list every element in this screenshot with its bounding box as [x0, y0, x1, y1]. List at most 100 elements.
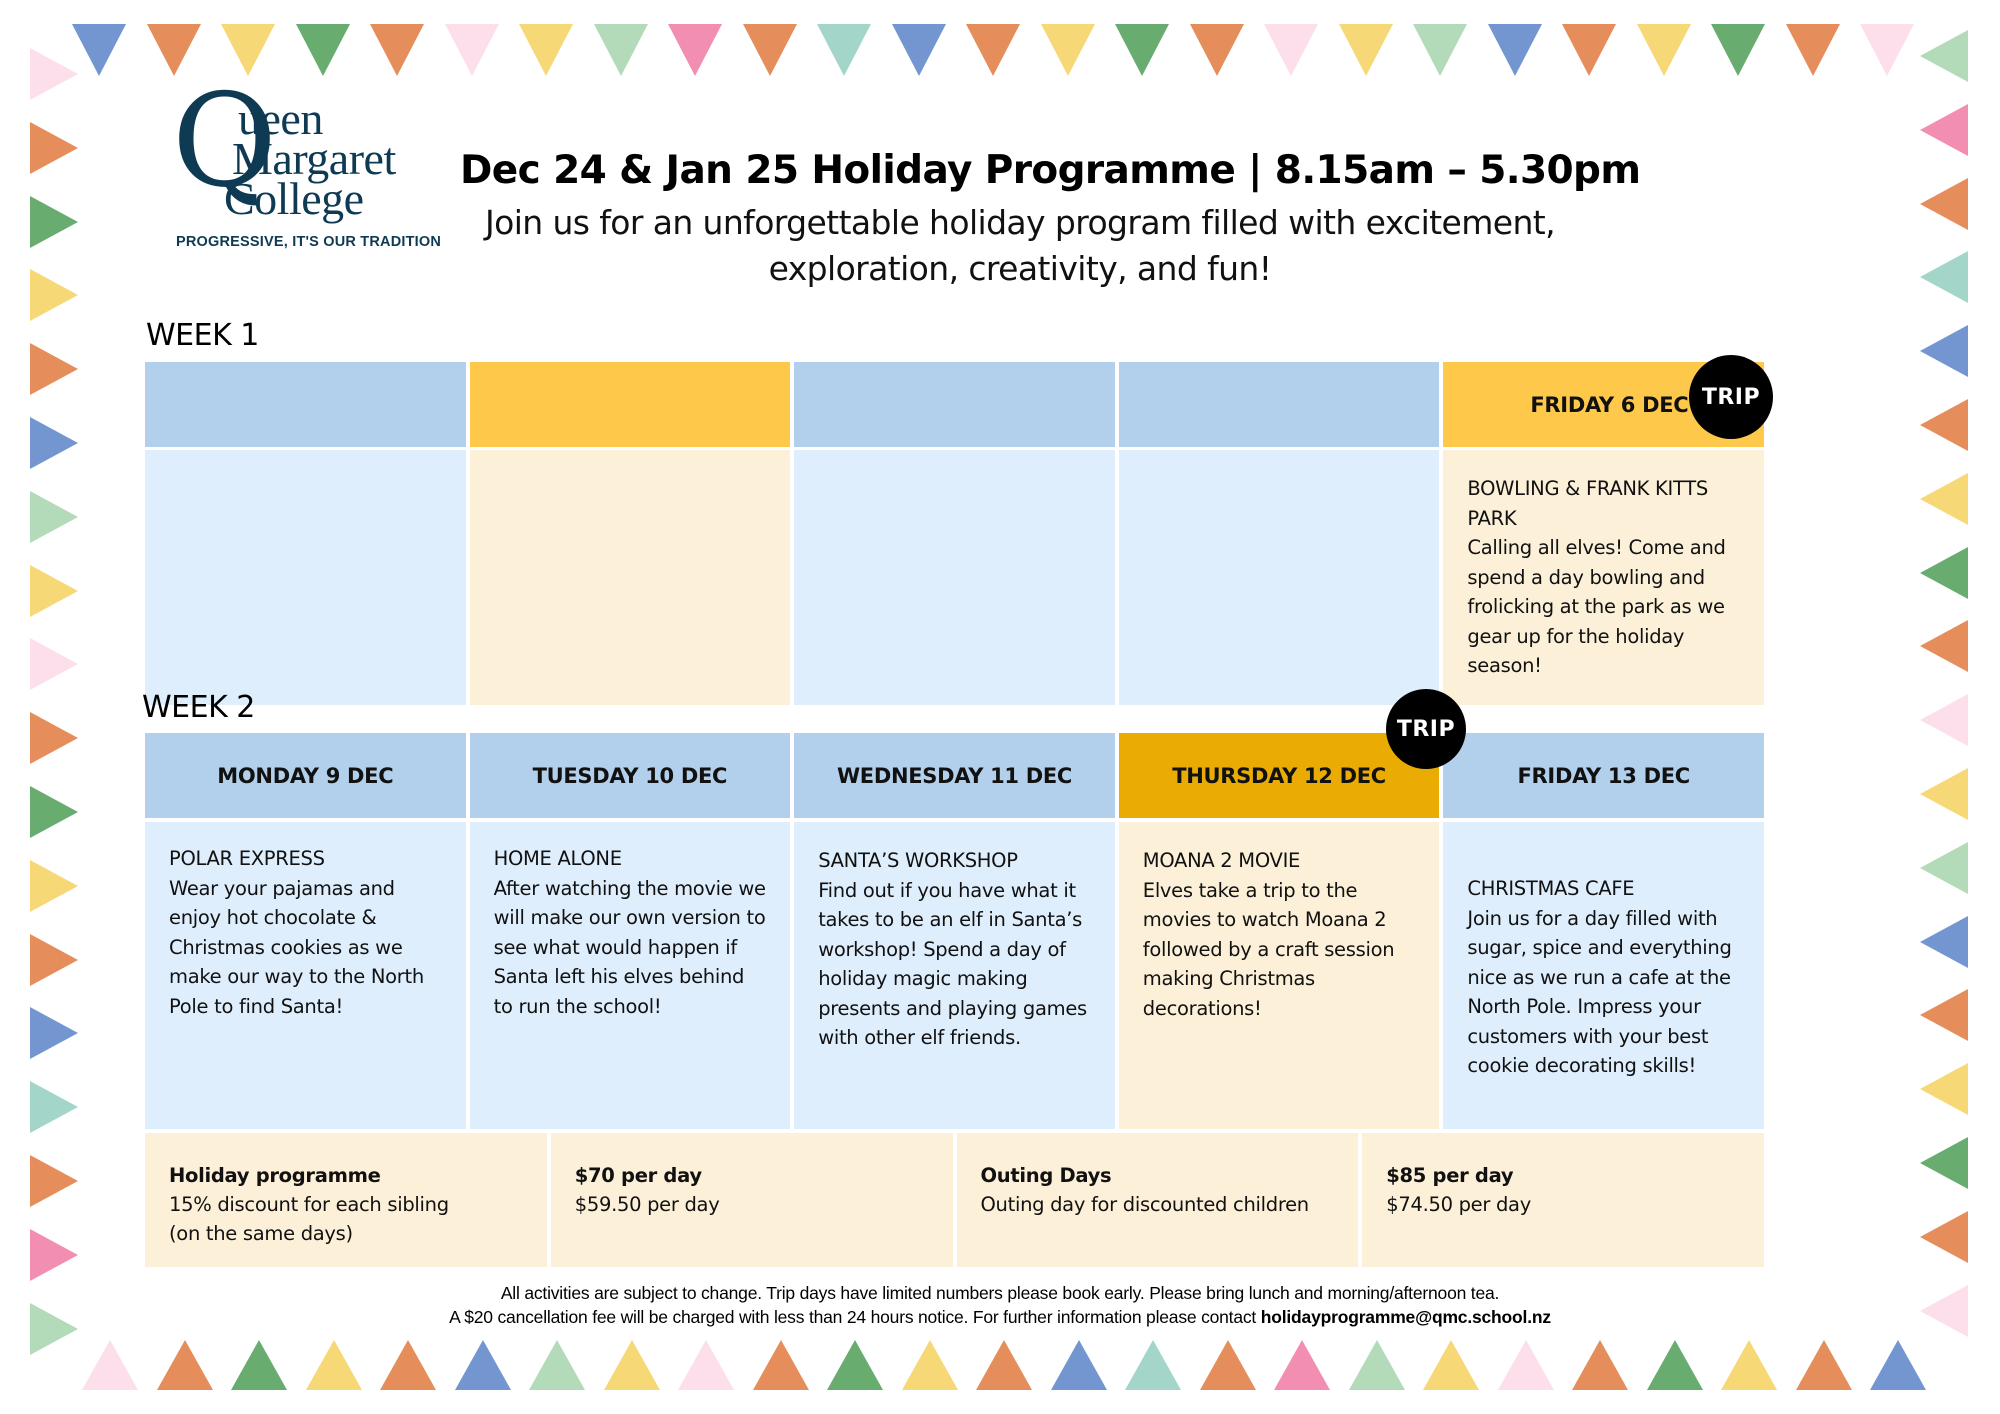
- week1-day2-header: [469, 362, 791, 447]
- bunting-flag-icon: [1413, 24, 1467, 76]
- bunting-flag-icon: [30, 933, 78, 986]
- bunting-flag-icon: [30, 1228, 78, 1281]
- contact-email-link[interactable]: holidayprogramme@qmc.school.nz: [1260, 1307, 1551, 1327]
- bunting-flag-icon: [1785, 24, 1840, 76]
- week2-label: WEEK 2: [142, 690, 255, 725]
- bunting-flag-icon: [30, 343, 78, 396]
- monday-body: POLAR EXPRESS Wear your pajamas and enjo…: [145, 822, 466, 1129]
- activity-title: SANTA’S WORKSHOP: [818, 849, 1018, 872]
- bunting-flag-icon: [1920, 103, 1968, 156]
- bunting-flag-icon: [668, 24, 722, 76]
- bunting-flag-icon: [295, 24, 350, 76]
- tuesday-header: TUESDAY 10 DEC: [469, 733, 791, 818]
- bunting-flag-icon: [891, 24, 946, 76]
- logo-word-queen: ueen: [238, 93, 323, 144]
- bunting-flag-icon: [30, 712, 78, 765]
- bunting-flag-icon: [1487, 24, 1542, 76]
- pricing-detail: (on the same days): [169, 1222, 353, 1245]
- activity-description: Find out if you have what it takes to be…: [818, 878, 1087, 1050]
- bunting-flag-icon: [221, 24, 275, 76]
- tuesday-body: HOME ALONE After watching the movie we w…: [469, 822, 791, 1129]
- week1-day3-body: [794, 450, 1115, 705]
- bunting-flag-icon: [1199, 1340, 1256, 1390]
- activity-description: Calling all elves! Come and spend a day …: [1467, 536, 1726, 677]
- bunting-flag-icon: [30, 564, 78, 617]
- bunting-flag-icon: [1920, 694, 1968, 747]
- bunting-flag-icon: [1920, 177, 1968, 230]
- week1-day4-header: [1118, 362, 1440, 447]
- friday-header: FRIDAY 13 DEC: [1443, 733, 1764, 818]
- week2-body-grid: POLAR EXPRESS Wear your pajamas and enjo…: [145, 822, 1764, 1129]
- week1-day1-body: [145, 450, 466, 705]
- activity-description: Wear your pajamas and enjoy hot chocolat…: [169, 876, 424, 1018]
- logo-word-college: College: [224, 173, 364, 224]
- monday-header: MONDAY 9 DEC: [145, 733, 466, 818]
- bunting-flag-icon: [1920, 472, 1968, 525]
- bunting-flag-icon: [30, 1081, 78, 1134]
- bunting-flag-icon: [30, 417, 78, 469]
- bunting-flag-icon: [30, 859, 78, 912]
- pricing-row: Holiday programme 15% discount for each …: [145, 1133, 1764, 1267]
- week2-grid: MONDAY 9 DEC TUESDAY 10 DEC WEDNESDAY 11…: [145, 733, 1764, 818]
- bunting-flag-icon: [817, 24, 871, 76]
- week1-day1-header: [145, 362, 466, 447]
- thursday-body: MOANA 2 MOVIE Elves take a trip to the m…: [1118, 822, 1440, 1129]
- activity-title: POLAR EXPRESS: [169, 847, 325, 870]
- trip-badge: TRIP: [1689, 355, 1773, 439]
- bunting-flag-icon: [1920, 399, 1968, 451]
- wednesday-header: WEDNESDAY 11 DEC: [794, 733, 1115, 818]
- pricing-holiday-programme: Holiday programme 15% discount for each …: [145, 1133, 547, 1267]
- activity-description: Join us for a day filled with sugar, spi…: [1467, 906, 1732, 1078]
- bunting-flag-icon: [976, 1340, 1032, 1390]
- week1-label: WEEK 1: [146, 318, 259, 353]
- bunting-flag-icon: [1920, 325, 1968, 378]
- bunting-flag-icon: [1870, 1340, 1926, 1390]
- bunting-flag-icon: [1348, 1340, 1405, 1390]
- bunting-flag-icon: [529, 1340, 585, 1390]
- bunting-flag-icon: [1920, 915, 1968, 968]
- week1-day3-header: [794, 362, 1115, 447]
- page-title: Dec 24 & Jan 25 Holiday Programme | 8.15…: [460, 148, 1641, 193]
- bunting-flag-icon: [1920, 768, 1968, 820]
- bunting-flag-icon: [1497, 1340, 1554, 1390]
- bunting-flag-icon: [1920, 1210, 1968, 1263]
- page-subtitle: Join us for an unforgettable holiday pro…: [484, 203, 1556, 288]
- bunting-flag-icon: [519, 24, 573, 76]
- bunting-flag-icon: [752, 1340, 809, 1390]
- bunting-flag-icon: [370, 24, 424, 76]
- bunting-flag-icon: [72, 24, 126, 76]
- trip-badge: TRIP: [1386, 689, 1466, 769]
- bunting-flag-icon: [1274, 1340, 1330, 1390]
- bunting-flag-icon: [146, 24, 201, 76]
- bunting-flag-icon: [1125, 1340, 1181, 1390]
- bunting-flag-icon: [827, 1340, 883, 1390]
- activity-title: CHRISTMAS CAFE: [1467, 877, 1635, 900]
- pricing-outing-rate: $85 per day $74.50 per day: [1362, 1133, 1764, 1267]
- activity-title: BOWLING & FRANK KITTS PARK: [1467, 477, 1708, 530]
- bunting-flag-icon: [1646, 1340, 1703, 1390]
- bunting-flag-icon: [1636, 24, 1691, 76]
- pricing-title: $70 per day: [574, 1164, 702, 1187]
- week1-grid: FRIDAY 6 DEC: [145, 362, 1764, 447]
- pricing-title: $85 per day: [1386, 1164, 1514, 1187]
- wednesday-body: SANTA’S WORKSHOP Find out if you have wh…: [794, 822, 1115, 1129]
- bunting-flag-icon: [1860, 24, 1914, 76]
- bunting-flag-icon: [30, 1007, 78, 1060]
- week1-friday-body: BOWLING & FRANK KITTS PARK Calling all e…: [1443, 450, 1764, 705]
- bunting-flag-icon: [901, 1340, 958, 1390]
- logo-initial: Q: [172, 67, 277, 216]
- bunting-flag-icon: [1264, 24, 1318, 76]
- pricing-outing-days: Outing Days Outing day for discounted ch…: [956, 1133, 1359, 1267]
- bunting-flag-icon: [1721, 1340, 1777, 1390]
- bunting-flag-icon: [742, 24, 797, 76]
- bunting-flag-icon: [30, 269, 78, 322]
- bunting-flag-icon: [30, 195, 78, 248]
- bunting-flag-icon: [678, 1340, 734, 1390]
- bunting-flag-icon: [1572, 1340, 1628, 1390]
- bunting-flag-icon: [30, 48, 78, 100]
- bunting-flag-icon: [1562, 24, 1616, 76]
- activity-description: After watching the movie we will make ou…: [493, 876, 766, 1018]
- bunting-flag-icon: [603, 1340, 660, 1390]
- bunting-flag-icon: [1920, 30, 1968, 82]
- week1-body-grid: BOWLING & FRANK KITTS PARK Calling all e…: [145, 450, 1764, 705]
